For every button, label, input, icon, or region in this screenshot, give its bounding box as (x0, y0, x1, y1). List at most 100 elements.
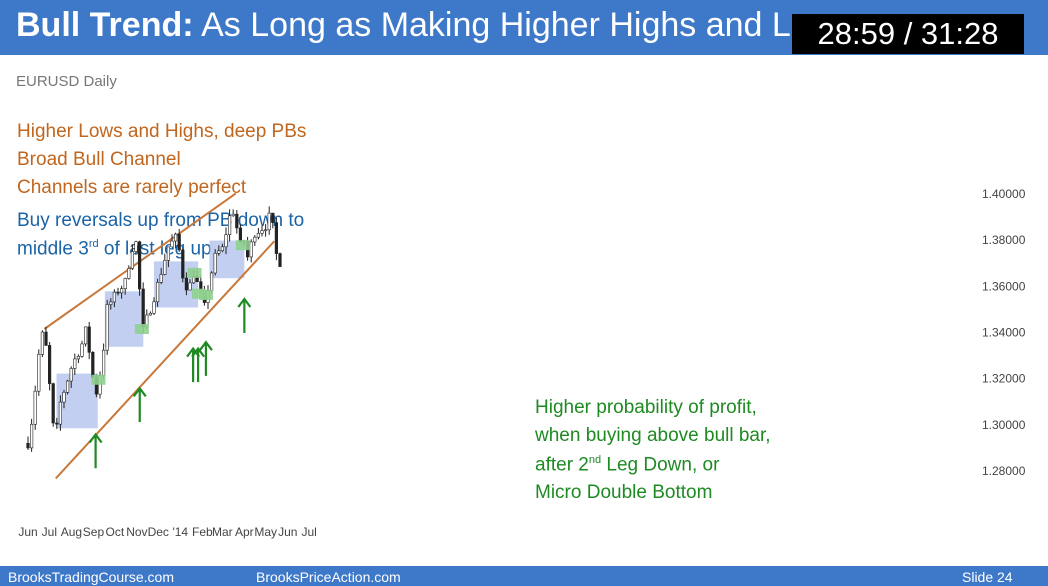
candle-body-59 (235, 213, 239, 229)
candle-body-23 (105, 304, 109, 351)
candle-body-31 (134, 241, 138, 252)
candle-body-46 (188, 282, 192, 291)
candle-body-15 (76, 356, 80, 360)
signal-bar-2 (134, 323, 149, 334)
y-tick-label-1: 1.28000 (982, 464, 1026, 478)
buy-arrow-5-head (199, 340, 213, 351)
y-tick-label-7: 1.40000 (982, 187, 1026, 201)
candle-body-4 (37, 354, 41, 392)
candle-body-28 (123, 278, 127, 289)
candle-body-27 (120, 288, 124, 294)
candle-body-33 (141, 288, 145, 328)
candle-body-12 (66, 380, 70, 393)
buy-arrow-1-head (88, 432, 103, 444)
footer-center-link[interactable]: BrooksPriceAction.com (256, 569, 401, 585)
candle-body-8 (51, 383, 55, 424)
candle-body-52 (210, 272, 214, 291)
note-green-4: Micro Double Bottom (535, 482, 713, 503)
signal-bar-4 (191, 288, 206, 299)
x-tick-label-3: Aug (61, 525, 82, 539)
x-tick-label-5: Oct (105, 525, 124, 539)
candle-body-40 (166, 246, 171, 261)
candle-body-2 (29, 423, 34, 449)
slide-title-rest: As Long as Making Higher Highs and Lows (193, 6, 852, 44)
candle-body-41 (170, 240, 174, 248)
note-green-3-sup: nd (588, 454, 602, 466)
x-tick-label-14: Jul (301, 525, 316, 539)
x-tick-label-12: May (254, 525, 277, 539)
slide-number: Slide 24 (962, 569, 1013, 585)
x-tick-label-11: Apr (235, 525, 254, 539)
candle-body-67 (263, 229, 268, 232)
x-tick-label-13: Jun (278, 525, 297, 539)
note-green-2: when buying above bull bar, (535, 425, 771, 446)
y-tick-label-6: 1.38000 (982, 233, 1026, 247)
x-tick-label-10: Mar (212, 525, 233, 539)
candle-body-14 (73, 358, 77, 369)
candle-body-13 (69, 368, 73, 382)
candle-body-42 (174, 233, 178, 242)
buy-arrow-4-head (191, 346, 205, 358)
candle-body-45 (184, 277, 189, 291)
candle-body-19 (91, 352, 95, 378)
candle-body-36 (152, 301, 156, 314)
candle-body-26 (116, 291, 120, 294)
candle-body-70 (274, 222, 279, 254)
candle-body-58 (231, 213, 235, 217)
candle-body-60 (238, 227, 243, 242)
candle-body-43 (177, 233, 181, 251)
candle-body-17 (84, 326, 88, 345)
x-tick-label-6: Nov (126, 525, 147, 539)
x-tick-label-7: Dec (148, 525, 169, 539)
x-tick-label-2: Jul (42, 525, 57, 539)
candle-body-5 (40, 331, 44, 355)
signal-bar-1 (91, 374, 106, 385)
x-tick-label-4: Sep (83, 525, 105, 539)
note-green-3: after 2nd Leg Down, or (535, 454, 719, 476)
candle-body-11 (62, 392, 66, 403)
candle-body-39 (163, 260, 167, 275)
candle-body-53 (213, 252, 217, 274)
candle-body-18 (87, 326, 91, 353)
x-tick-label-1: Jun (18, 525, 37, 539)
slide-title-bold: Bull Trend: (16, 6, 194, 44)
candle-body-30 (130, 251, 135, 269)
signal-bar-3 (187, 267, 202, 278)
candle-body-3 (33, 390, 37, 425)
note-green-1: Higher probability of profit, (535, 397, 757, 418)
y-tick-label-2: 1.30000 (982, 418, 1026, 432)
x-tick-label-9: Feb (192, 525, 213, 539)
candle-body-6 (44, 331, 48, 346)
note-orange-3: Channels are rarely perfect (17, 177, 247, 198)
signal-bar-5 (198, 290, 213, 301)
buy-arrow-6-head (237, 297, 252, 308)
candle-body-38 (159, 274, 163, 283)
candle-body-37 (156, 282, 160, 303)
slide-title: Bull Trend: As Long as Making Higher Hig… (16, 6, 851, 45)
note-orange-1: Higher Lows and Highs, deep PBs (17, 121, 307, 142)
candle-body-9 (55, 422, 59, 425)
candle-body-10 (58, 401, 62, 425)
buy-arrow-2-head (132, 386, 147, 397)
candle-body-32 (138, 241, 142, 290)
candle-body-1 (26, 442, 30, 449)
note-orange-2: Broad Bull Channel (17, 149, 181, 170)
y-tick-label-5: 1.36000 (982, 279, 1026, 293)
note-green-3-post: Leg Down, or (601, 454, 720, 476)
candle-body-16 (80, 343, 84, 357)
signal-bar-6 (235, 240, 250, 251)
footer-left-link[interactable]: BrooksTradingCourse.com (8, 569, 174, 585)
candle-body-7 (47, 345, 52, 384)
candle-body-65 (256, 232, 261, 238)
y-tick-label-3: 1.32000 (982, 372, 1026, 386)
candle-body-22 (102, 349, 106, 376)
candle-body-29 (127, 268, 131, 279)
candle-body-35 (148, 312, 153, 316)
candle-body-44 (181, 249, 185, 279)
candle-body-69 (271, 212, 275, 223)
candle-body-68 (267, 212, 271, 231)
candle-body-24 (109, 301, 113, 305)
candle-body-56 (224, 234, 228, 248)
candle-body-55 (220, 246, 225, 252)
